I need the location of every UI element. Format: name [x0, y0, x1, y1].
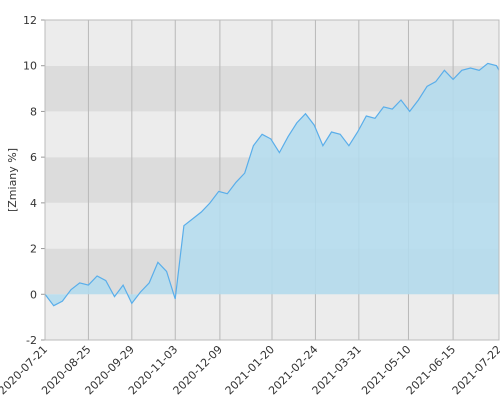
line [44, 62, 500, 307]
x-tick-label: 2021-07-22 [450, 343, 500, 397]
y-tick-label: -2 [26, 334, 37, 347]
y-tick-label: 10 [23, 60, 37, 73]
y-tick-label: 0 [30, 288, 37, 301]
area [45, 63, 499, 306]
y-tick-label: 8 [30, 105, 37, 118]
plot-border [44, 19, 500, 341]
y-tick-label: 4 [30, 197, 37, 210]
y-tick-label: 6 [30, 151, 37, 164]
y-tick-label: 12 [23, 14, 37, 27]
y-axis-label: [Zmiany %] [6, 148, 19, 212]
y-tick-label: 2 [30, 243, 37, 256]
